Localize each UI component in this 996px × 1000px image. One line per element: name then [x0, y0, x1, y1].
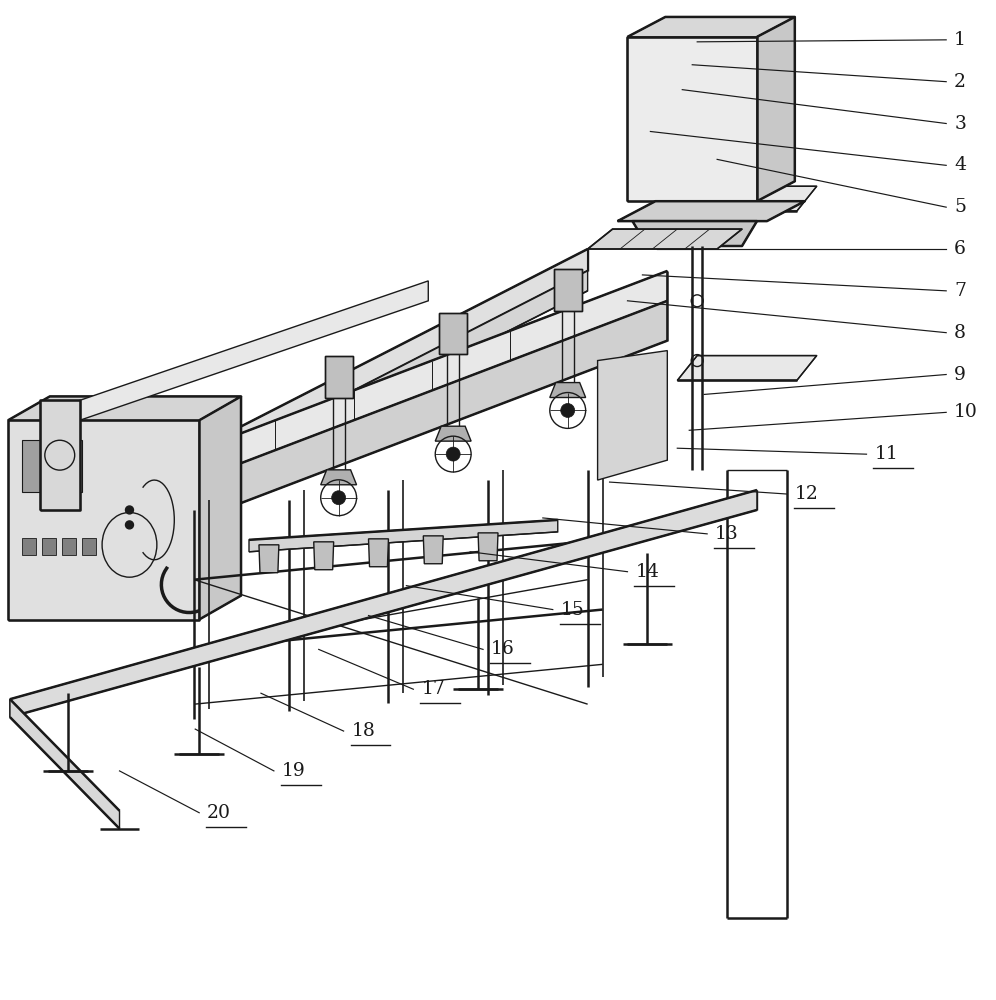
Polygon shape: [588, 229, 742, 249]
Polygon shape: [10, 490, 757, 717]
Text: 14: 14: [635, 563, 659, 581]
Text: 17: 17: [421, 680, 445, 698]
Polygon shape: [423, 536, 443, 564]
Polygon shape: [82, 538, 96, 555]
Polygon shape: [314, 542, 334, 570]
Text: 7: 7: [954, 282, 966, 300]
Circle shape: [446, 447, 460, 461]
Polygon shape: [259, 545, 279, 573]
Polygon shape: [627, 17, 795, 37]
Text: 11: 11: [874, 445, 898, 463]
Polygon shape: [598, 351, 667, 480]
Polygon shape: [550, 383, 586, 398]
Text: 6: 6: [954, 240, 966, 258]
Text: 10: 10: [954, 403, 978, 421]
Polygon shape: [554, 269, 582, 311]
Polygon shape: [435, 426, 471, 441]
Text: 20: 20: [207, 804, 231, 822]
Text: 18: 18: [352, 722, 375, 740]
Polygon shape: [677, 356, 817, 380]
Polygon shape: [478, 533, 498, 561]
Polygon shape: [199, 396, 241, 620]
Text: 19: 19: [282, 762, 306, 780]
Polygon shape: [40, 400, 80, 510]
Circle shape: [332, 491, 346, 505]
Text: 8: 8: [954, 324, 966, 342]
Circle shape: [125, 521, 133, 529]
Circle shape: [125, 506, 133, 514]
Polygon shape: [8, 396, 241, 420]
Polygon shape: [632, 221, 757, 246]
Text: 9: 9: [954, 366, 966, 384]
Polygon shape: [757, 17, 795, 201]
Polygon shape: [618, 201, 805, 221]
Polygon shape: [249, 520, 558, 552]
Polygon shape: [22, 538, 36, 555]
Circle shape: [561, 403, 575, 417]
Polygon shape: [677, 186, 817, 211]
Polygon shape: [10, 699, 120, 829]
Polygon shape: [62, 538, 76, 555]
Text: 16: 16: [491, 640, 515, 658]
Text: 15: 15: [561, 601, 585, 619]
Polygon shape: [80, 281, 428, 420]
Polygon shape: [369, 539, 388, 567]
Text: 12: 12: [795, 485, 819, 503]
Polygon shape: [439, 313, 467, 354]
Polygon shape: [325, 356, 353, 398]
Polygon shape: [214, 249, 588, 462]
Text: 2: 2: [954, 73, 966, 91]
Polygon shape: [8, 420, 199, 620]
Polygon shape: [627, 37, 757, 201]
Text: 5: 5: [954, 198, 966, 216]
Polygon shape: [22, 440, 82, 492]
Polygon shape: [214, 271, 588, 480]
Polygon shape: [321, 470, 357, 485]
Polygon shape: [42, 538, 56, 555]
Text: 13: 13: [715, 525, 739, 543]
Text: 3: 3: [954, 115, 966, 133]
Polygon shape: [40, 271, 667, 540]
Text: 1: 1: [954, 31, 966, 49]
Text: 4: 4: [954, 156, 966, 174]
Polygon shape: [40, 301, 667, 580]
